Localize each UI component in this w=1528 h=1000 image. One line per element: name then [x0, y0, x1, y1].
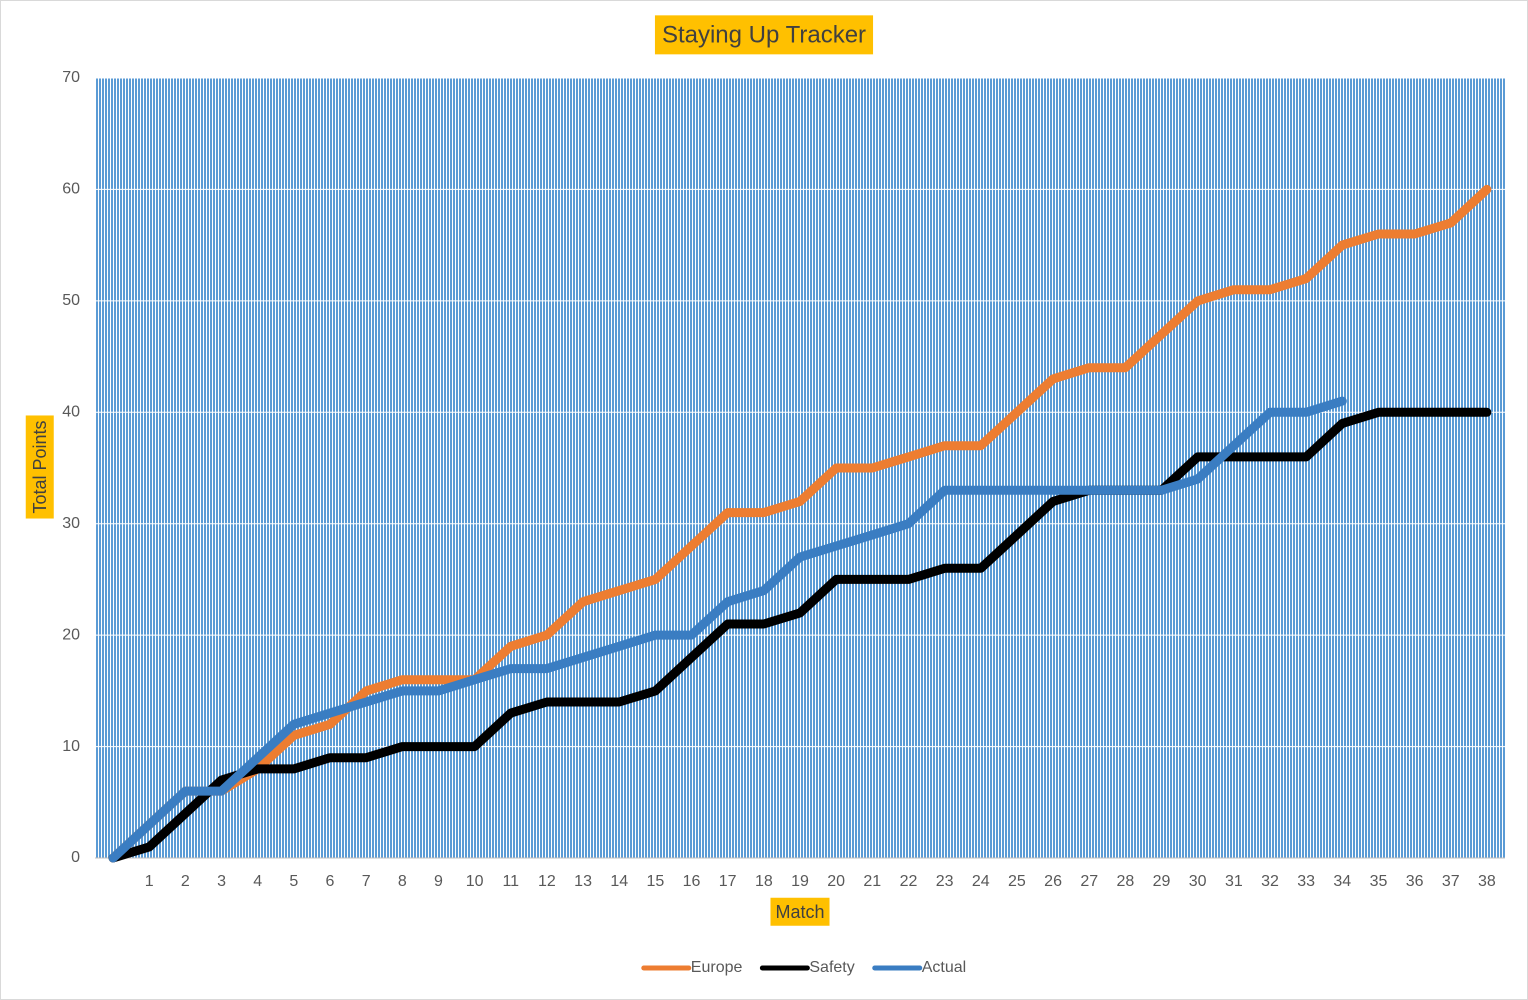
x-tick-label: 29	[1153, 873, 1171, 890]
x-tick-label: 7	[362, 873, 371, 890]
x-tick-label: 33	[1297, 873, 1315, 890]
x-tick-label: 13	[574, 873, 592, 890]
legend-label: Actual	[922, 959, 966, 976]
x-tick-label: 6	[326, 873, 335, 890]
y-label-highlight	[25, 415, 54, 519]
x-tick-label: 15	[646, 873, 664, 890]
x-tick-label: 24	[972, 873, 990, 890]
x-tick-label: 12	[538, 873, 556, 890]
chart-title: Staying Up Tracker	[662, 21, 866, 48]
y-tick-label: 40	[62, 404, 80, 421]
x-tick-label: 31	[1225, 873, 1243, 890]
x-tick-label: 4	[253, 873, 262, 890]
x-label-highlight	[770, 897, 830, 926]
x-tick-label: 30	[1189, 873, 1207, 890]
x-tick-label: 36	[1406, 873, 1424, 890]
x-tick-label: 5	[289, 873, 298, 890]
y-tick-label: 0	[71, 849, 80, 866]
x-tick-label: 22	[900, 873, 918, 890]
y-tick-label: 50	[62, 292, 80, 309]
y-axis-title: Total Points	[30, 420, 50, 513]
y-tick-label: 20	[62, 626, 80, 643]
x-tick-label: 20	[827, 873, 845, 890]
x-axis-title: Match	[775, 902, 824, 922]
x-tick-label: 16	[683, 873, 701, 890]
x-tick-label: 14	[610, 873, 628, 890]
x-tick-label: 17	[719, 873, 737, 890]
x-tick-label: 32	[1261, 873, 1279, 890]
x-tick-label: 37	[1442, 873, 1460, 890]
x-tick-label: 19	[791, 873, 809, 890]
y-tick-label: 70	[62, 69, 80, 86]
x-tick-label: 3	[217, 873, 226, 890]
x-tick-label: 9	[434, 873, 443, 890]
legend-label: Europe	[691, 959, 743, 976]
x-tick-label: 21	[863, 873, 881, 890]
y-tick-label: 30	[62, 515, 80, 532]
x-tick-label: 18	[755, 873, 773, 890]
x-tick-label: 27	[1080, 873, 1098, 890]
x-tick-label: 23	[936, 873, 954, 890]
x-tick-label: 26	[1044, 873, 1062, 890]
x-tick-label: 2	[181, 873, 190, 890]
title-highlight	[654, 15, 874, 55]
x-tick-label: 8	[398, 873, 407, 890]
y-tick-label: 10	[62, 738, 80, 755]
x-tick-label: 28	[1116, 873, 1134, 890]
x-tick-label: 35	[1370, 873, 1388, 890]
x-tick-label: 34	[1333, 873, 1351, 890]
x-tick-label: 11	[502, 873, 519, 890]
x-tick-label: 38	[1478, 873, 1496, 890]
series-line	[108, 396, 1347, 863]
x-tick-label: 10	[466, 873, 484, 890]
legend: Europe Safety Actual	[641, 959, 966, 976]
plot-area	[95, 78, 1505, 858]
x-tick-label: 1	[145, 873, 154, 890]
legend-label: Safety	[809, 959, 854, 976]
x-tick-label: 25	[1008, 873, 1026, 890]
y-tick-label: 60	[62, 181, 80, 198]
series-line	[108, 407, 1492, 863]
